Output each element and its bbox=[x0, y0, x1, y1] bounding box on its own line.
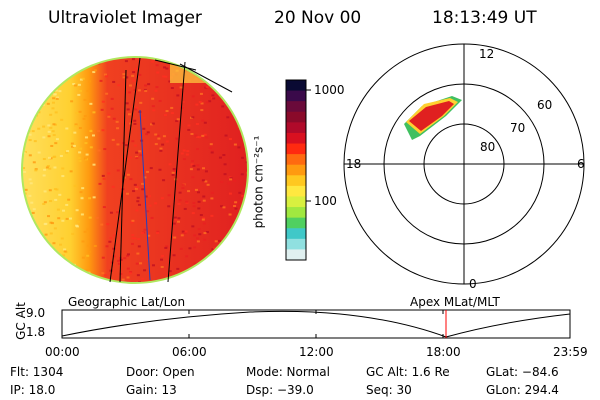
fov-lines bbox=[109, 57, 233, 283]
colorbar-band bbox=[286, 249, 306, 261]
mlt-label-0: 0 bbox=[469, 277, 477, 291]
colorbar-band bbox=[286, 154, 306, 166]
y-tick-9: 9.0 bbox=[26, 306, 46, 320]
auroral-oval bbox=[404, 96, 462, 140]
colorbar-band bbox=[286, 207, 306, 219]
x-tick-1800: 18:00 bbox=[426, 345, 461, 359]
x-tick-2359: 23:59 bbox=[553, 345, 588, 359]
colorbar-band bbox=[286, 80, 306, 92]
status-seq: Seq: 30 bbox=[366, 383, 412, 397]
date-label: 20 Nov 00 bbox=[274, 8, 362, 28]
mlt-label-18: 18 bbox=[346, 157, 362, 171]
x-tick-1200: 12:00 bbox=[299, 345, 334, 359]
lat-label-70: 70 bbox=[510, 121, 526, 135]
colorbar-band bbox=[286, 90, 306, 102]
colorbar-band bbox=[286, 111, 306, 123]
timeline-left-title: Geographic Lat/Lon bbox=[68, 295, 186, 309]
status-gcalt: GC Alt: 1.6 Re bbox=[366, 365, 450, 379]
status-ip: IP: 18.0 bbox=[10, 383, 56, 397]
colorbar-band bbox=[286, 185, 306, 197]
x-tick-0000: 00:00 bbox=[45, 345, 80, 359]
status-flt: Flt: 1304 bbox=[10, 365, 64, 379]
colorbar-band bbox=[286, 196, 306, 208]
x-tick-0600: 06:00 bbox=[172, 345, 207, 359]
colorbar-band bbox=[286, 143, 306, 155]
lat-label-80: 80 bbox=[480, 140, 496, 154]
instrument-title: Ultraviolet Imager bbox=[48, 8, 202, 28]
status-glon: GLon: 294.4 bbox=[486, 383, 559, 397]
colorbar-band bbox=[286, 132, 306, 145]
altitude-curve bbox=[61, 310, 571, 338]
status-mode: Mode: Normal bbox=[246, 365, 330, 379]
status-dsp: Dsp: −39.0 bbox=[246, 383, 314, 397]
colorbar-band bbox=[286, 228, 306, 240]
colorbar-band bbox=[286, 101, 306, 113]
lat-label-60: 60 bbox=[537, 98, 553, 112]
status-glat: GLat: −84.6 bbox=[486, 365, 559, 379]
y-tick-1.8: 1.8 bbox=[26, 325, 46, 339]
mlt-label-12: 12 bbox=[479, 47, 495, 61]
status-gain: Gain: 13 bbox=[126, 383, 177, 397]
terminator-line bbox=[139, 109, 151, 281]
colorbar-tick-1000: 1000 bbox=[314, 83, 345, 97]
colorbar-band bbox=[286, 217, 306, 229]
colorbar-band bbox=[286, 238, 306, 250]
colorbar-band bbox=[286, 175, 306, 187]
status-door: Door: Open bbox=[126, 365, 195, 379]
mlt-label-6: 6 bbox=[577, 157, 585, 171]
timeline-right-title: Apex MLat/MLT bbox=[410, 295, 500, 309]
colorbar-band bbox=[286, 122, 306, 134]
time-label: 18:13:49 UT bbox=[432, 8, 537, 28]
colorbar-tick-100: 100 bbox=[314, 194, 337, 208]
colorbar-band bbox=[286, 164, 306, 176]
